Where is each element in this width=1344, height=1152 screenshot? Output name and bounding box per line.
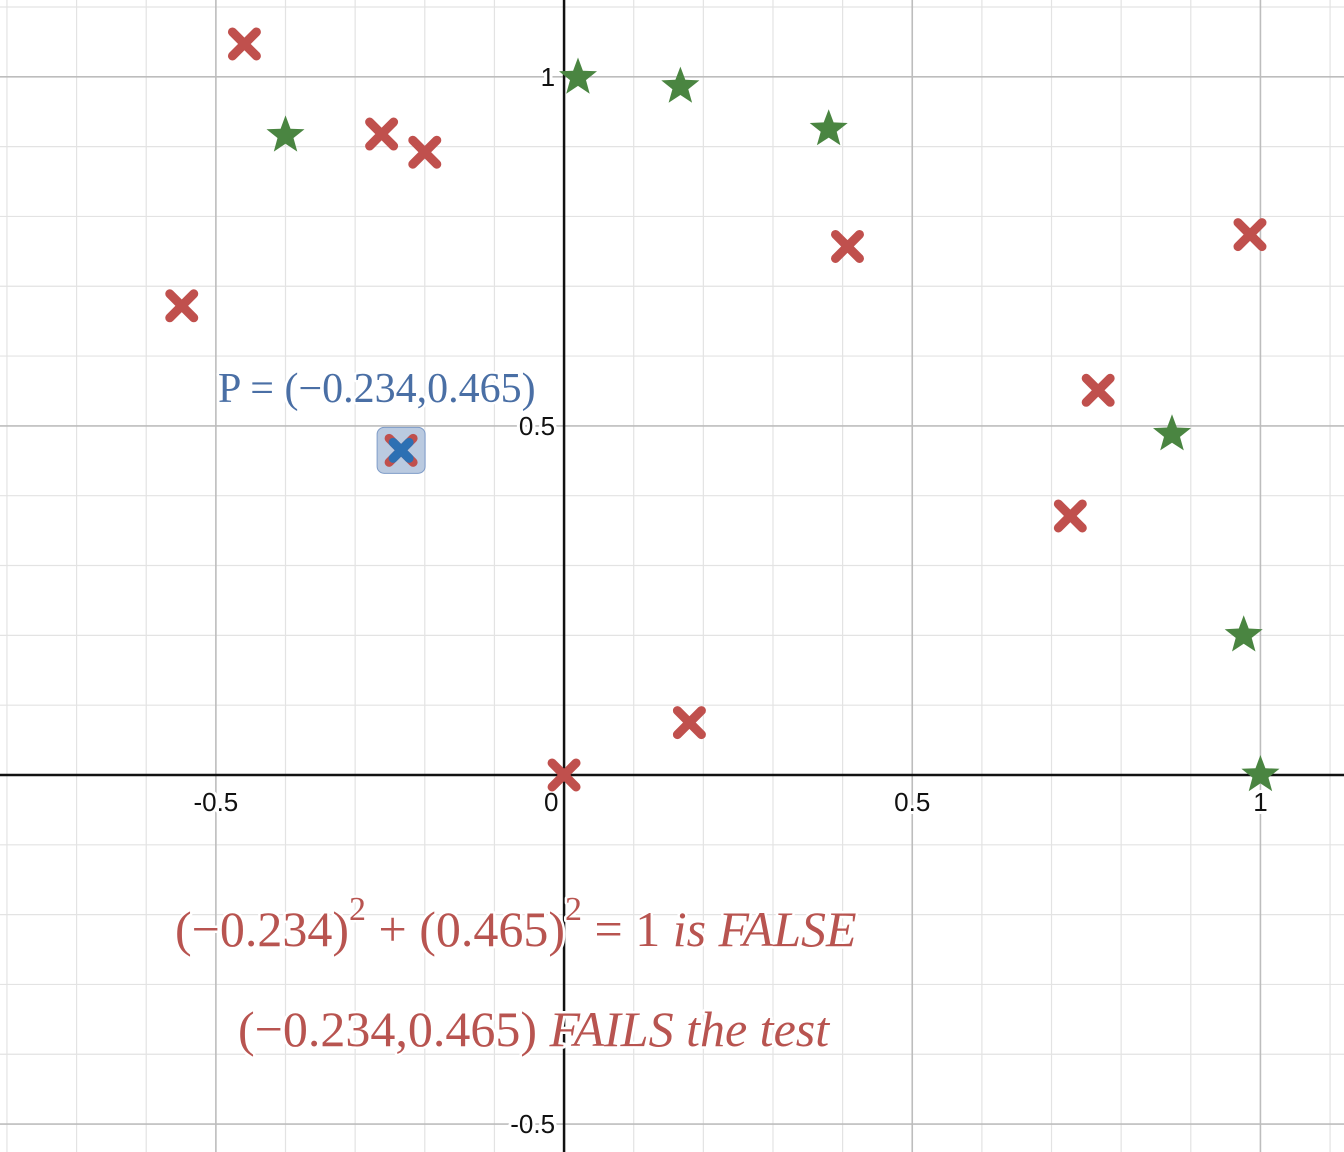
star-point[interactable] xyxy=(1224,615,1263,652)
equation-annotation: (−0.234)2 + (0.465)2 = 1 is FALSE xyxy=(175,891,857,957)
cross-point[interactable] xyxy=(1053,499,1087,533)
cross-point[interactable] xyxy=(227,27,261,61)
tick-labels: -0.5 0 0.5 1 1 0.5 -0.5 xyxy=(190,59,1270,1142)
equation-verdict: is FALSE xyxy=(673,901,857,957)
equation-right: = 1 xyxy=(582,901,673,957)
y-tick-label: 1 xyxy=(541,62,555,92)
y-tick-label: -0.5 xyxy=(510,1109,555,1139)
x-tick-label: 0 xyxy=(544,787,558,817)
point-p-label: P = (−0.234,0.465) xyxy=(218,366,536,412)
equation-exponent-1: 2 xyxy=(349,891,366,928)
star-point[interactable] xyxy=(809,109,848,146)
cross-point[interactable] xyxy=(1233,218,1267,252)
highlighted-point[interactable] xyxy=(388,437,414,463)
equation-exponent-2: 2 xyxy=(565,891,582,928)
star-point[interactable] xyxy=(1241,755,1280,792)
data-points[interactable] xyxy=(165,27,1280,792)
star-point[interactable] xyxy=(1153,414,1191,451)
x-tick-label: 1 xyxy=(1253,787,1267,817)
cross-point[interactable] xyxy=(165,289,199,323)
star-point[interactable] xyxy=(266,115,305,152)
x-tick-label: 0.5 xyxy=(894,787,930,817)
result-point: (−0.234,0.465) xyxy=(238,1001,550,1057)
x-tick-label: -0.5 xyxy=(193,787,238,817)
cross-point[interactable] xyxy=(408,135,442,169)
y-tick-label: 0.5 xyxy=(519,411,555,441)
star-point[interactable] xyxy=(559,57,597,94)
cross-point[interactable] xyxy=(1081,373,1115,407)
equation-left: (−0.234) xyxy=(175,901,349,957)
equation-middle: + (0.465) xyxy=(366,901,565,957)
cross-point[interactable] xyxy=(672,706,706,740)
cross-point[interactable] xyxy=(365,117,399,151)
star-point[interactable] xyxy=(661,66,700,103)
result-verdict: FAILS the test xyxy=(549,1001,831,1057)
cross-point[interactable] xyxy=(547,758,581,792)
cross-point[interactable] xyxy=(830,229,864,263)
result-annotation: (−0.234,0.465) FAILS the test xyxy=(238,1001,830,1057)
